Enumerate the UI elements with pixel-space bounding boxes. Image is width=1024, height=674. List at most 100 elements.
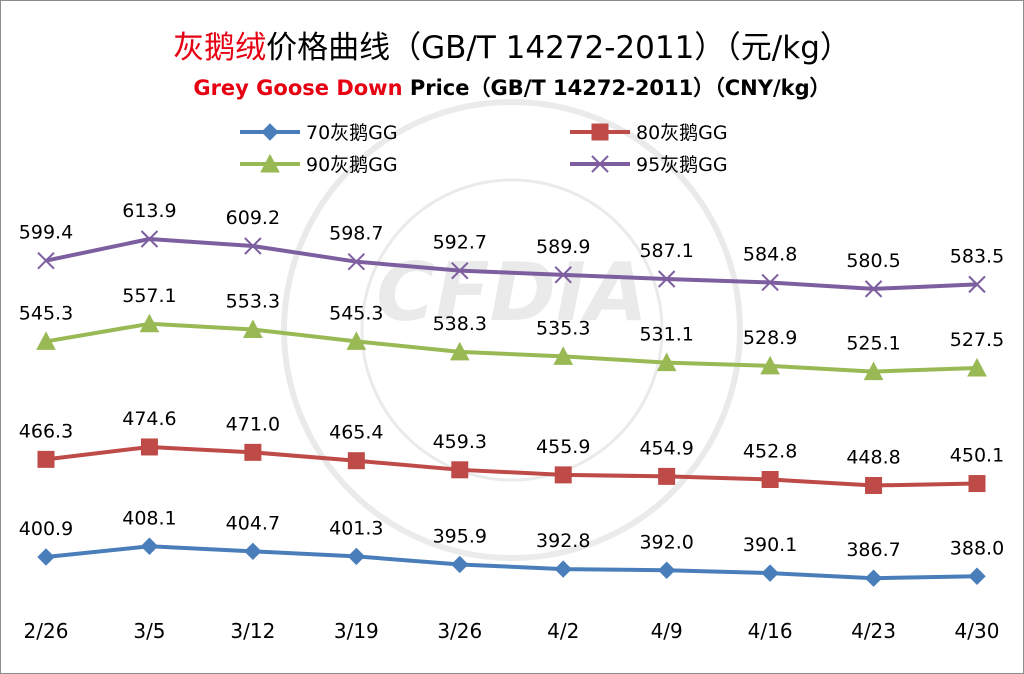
title-cn-highlight: 灰鹅绒 [173,30,267,66]
data-label: 545.3 [19,302,73,324]
series-1-point-1 [37,548,55,566]
x-tick-label: 4/30 [955,619,1000,643]
series-4-point-10 [968,275,986,294]
x-tick-label: 4/16 [748,619,793,643]
x-tick-label: 4/9 [651,619,683,643]
data-label: 592.7 [433,232,487,254]
watermark-logo: CFDIA [281,99,743,561]
data-label: 400.9 [19,518,73,540]
series-4-point-7 [657,270,676,288]
series-3-point-1 [36,331,56,350]
series-3-point-9 [863,361,884,381]
data-label: 390.1 [743,534,797,556]
series-2-point-10 [968,475,986,493]
series-2-point-1 [37,450,55,468]
series-1-point-10 [968,567,986,585]
legend-item-3: 90灰鹅GG [240,153,398,176]
x-tick-label: 3/5 [133,619,165,643]
series-2-point-7 [658,467,676,485]
series-2-point-8 [761,471,779,489]
chart-title-cn: 灰鹅绒价格曲线（GB/T 14272-2011）（元/kg） [0,22,1024,67]
series-3-point-5 [449,341,470,361]
data-label: 455.9 [536,436,590,458]
data-label: 589.9 [536,236,590,258]
legend: 70灰鹅GG 80灰鹅GG 90灰鹅GG 95灰鹅GG [240,122,728,176]
data-label: 404.7 [226,512,280,534]
series-2-point-6 [554,466,572,484]
series-layer [36,230,987,587]
data-label: 452.8 [743,441,797,463]
x-tick-label: 4/23 [851,619,896,643]
series-1-point-9 [864,569,883,587]
x-tick-label: 3/12 [230,619,275,643]
data-label: 553.3 [226,290,280,312]
x-tick-label: 3/26 [437,619,482,643]
data-label: 408.1 [122,507,176,529]
data-label: 583.5 [950,245,1004,267]
title-en-rest: Price（GB/T 14272-2011）（CNY/kg） [402,76,831,100]
data-label: 527.5 [950,329,1004,351]
data-label: 401.3 [329,517,383,539]
data-label: 535.3 [536,317,590,339]
data-label: 609.2 [226,207,280,229]
data-label: 471.0 [226,413,280,435]
data-label: 538.3 [433,313,487,335]
data-label: 531.1 [639,324,693,346]
data-label: 587.1 [639,240,693,262]
data-labels: 400.9 408.1 404.7 401.3 395.9 392.8 392.0 390.1… [19,200,1004,561]
series-4-point-1 [37,251,55,270]
x-tick-label: 3/19 [334,619,379,643]
legend-label: 70灰鹅GG [306,122,398,144]
x-axis-ticks: 2/26 3/5 3/12 3/19 3/26 4/2 4/9 4/16 4/23 4/30 [24,619,1000,643]
series-4-point-5 [451,261,469,280]
legend-label: 95灰鹅GG [636,154,728,176]
series-line-3 [45,321,978,374]
legend-item-1: 70灰鹅GG [240,122,398,144]
legend-label: 80灰鹅GG [636,122,728,144]
series-line-4 [45,237,978,291]
series-4-point-6 [554,266,572,284]
series-1-point-5 [451,555,469,574]
series-4-point-8 [761,273,779,292]
series-line-1 [45,544,978,581]
series-3-point-3 [243,319,263,338]
data-label: 598.7 [329,223,383,245]
title-en-highlight: Grey Goose Down [193,76,403,100]
series-1-point-8 [761,564,779,582]
series-1-point-7 [657,561,676,579]
chart-title-en: Grey Goose Down Price（GB/T 14272-2011）（C… [0,72,1024,102]
series-3-point-2 [139,313,160,333]
series-3 [36,313,987,381]
data-label: 392.8 [536,530,590,552]
series-3-point-6 [553,346,574,365]
series-1 [37,537,986,587]
x-tick-label: 4/2 [547,619,579,643]
data-label: 557.1 [122,285,176,307]
data-label: 584.8 [743,243,797,265]
data-label: 528.9 [743,327,797,349]
series-3-point-7 [656,352,677,372]
series-4-point-2 [140,230,159,248]
data-label: 392.0 [639,531,693,553]
series-4 [37,230,986,298]
series-3-point-8 [760,355,780,375]
legend-marker [591,123,609,141]
series-line-2 [45,444,978,488]
data-label: 386.7 [846,539,900,561]
legend-item-4: 95灰鹅GG [570,154,728,176]
series-2-point-4 [347,452,365,470]
data-label: 525.1 [846,333,900,355]
series-2-point-9 [865,476,883,494]
data-label: 466.3 [19,420,73,442]
legend-marker [260,153,280,173]
data-label: 545.3 [329,302,383,324]
series-1-point-3 [244,542,262,561]
data-label: 388.0 [950,537,1004,559]
series-1-point-2 [140,537,159,555]
data-label: 448.8 [846,446,900,468]
data-label: 454.9 [639,437,693,459]
data-label: 580.5 [846,250,900,272]
series-2-point-3 [244,443,262,461]
